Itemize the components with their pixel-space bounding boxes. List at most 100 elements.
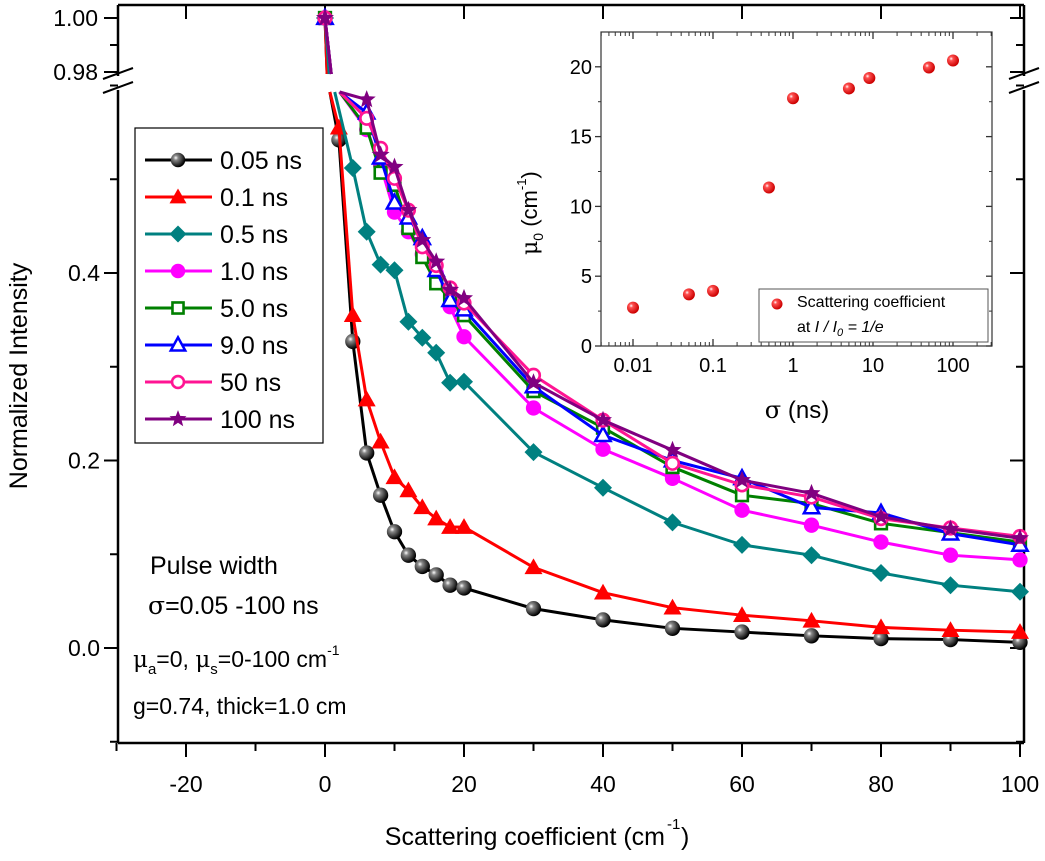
inset-data-point — [863, 71, 876, 84]
series-100-ns — [316, 8, 1029, 546]
inset-y-axis-title: μ0 (cm-1) — [514, 171, 546, 255]
series-line-segment — [365, 399, 383, 443]
series-line-segment — [672, 520, 743, 547]
data-point — [385, 261, 404, 280]
data-point — [427, 252, 446, 270]
data-point — [385, 468, 404, 485]
series-line-segment — [462, 314, 535, 393]
series-line-segment — [351, 341, 369, 454]
inset-legend-marker — [771, 298, 783, 310]
series-line-segment — [741, 613, 812, 623]
series-line-segment — [462, 297, 535, 384]
legend-label: 0.5 ns — [220, 221, 288, 249]
series-line-segment — [532, 381, 604, 422]
inset-y-tick-label: 0 — [581, 336, 592, 358]
axis-break-mark — [1008, 67, 1040, 80]
legend-marker — [169, 410, 187, 427]
data-point — [525, 600, 542, 617]
data-point — [733, 606, 751, 622]
series-line-segment — [532, 565, 604, 595]
x-axis-title: Scattering coefficient (cm — [385, 823, 665, 851]
data-point — [428, 567, 444, 583]
series-line-segment — [741, 630, 812, 638]
data-point — [734, 502, 750, 518]
legend-marker — [170, 263, 186, 279]
legend: 0.05 ns 0.1 ns 0.5 ns 1.0 ns 5.0 ns 9.0 ns 50 … — [134, 127, 324, 444]
data-point — [427, 343, 446, 362]
annotation-pulse-width: Pulse width — [150, 552, 278, 580]
series-line-segment — [365, 99, 383, 156]
data-point — [873, 630, 889, 647]
series-line-segment — [672, 461, 743, 487]
series-line-segment — [393, 166, 410, 211]
series-line-segment — [337, 127, 355, 316]
series-line-segment — [462, 308, 535, 388]
series-line-segment — [880, 515, 951, 531]
data-point — [802, 483, 821, 501]
data-point — [1011, 582, 1029, 601]
inset-x-tick-label: 10 — [862, 355, 884, 377]
data-point — [941, 519, 960, 537]
data-point — [413, 230, 432, 248]
data-point — [359, 445, 375, 461]
inset-points — [627, 54, 959, 314]
series-line-segment — [323, 17, 333, 75]
y-tick-label: 0.4 — [68, 260, 100, 286]
data-point — [663, 598, 682, 615]
data-point — [803, 628, 820, 644]
data-point — [371, 255, 390, 274]
series-line-segment — [533, 607, 604, 622]
data-point — [872, 507, 890, 525]
data-point — [399, 312, 418, 331]
data-point — [343, 159, 362, 177]
series-line-segment — [532, 406, 604, 451]
annotation-sigma-range: σ=0.05 -100 ns — [148, 591, 319, 620]
data-point — [733, 535, 751, 554]
inset-axis-ticks: 0.01 0.1 1 10 100 0 5 10 15 20 — [570, 32, 992, 377]
series-line-segment — [741, 478, 812, 495]
series-line-segment — [811, 523, 882, 544]
legend-marker — [171, 301, 185, 315]
legend-marker — [168, 334, 188, 352]
data-point — [442, 577, 458, 593]
data-point — [456, 329, 472, 345]
series-line-segment — [741, 543, 812, 557]
data-point — [371, 145, 390, 163]
y-axis-title: Normalized Intensity — [5, 262, 33, 489]
axis-break-mark — [102, 81, 134, 94]
data-point — [524, 558, 543, 575]
data-point — [343, 306, 362, 322]
data-point — [441, 373, 460, 392]
legend-label: 0.1 ns — [220, 184, 288, 212]
series-line-segment — [602, 418, 674, 452]
series-line-segment — [351, 314, 369, 400]
x-tick-label: -20 — [169, 771, 202, 797]
inset-y-tick-label: 5 — [581, 266, 592, 288]
legend-marker — [169, 188, 187, 204]
series-line-segment — [811, 619, 882, 629]
series-0-5-ns — [316, 9, 1029, 601]
data-point — [399, 481, 418, 498]
axis-break-mark — [1008, 81, 1040, 94]
data-point — [399, 200, 418, 218]
x-tick-label: 40 — [590, 771, 616, 797]
inset-data-point — [627, 301, 639, 314]
data-point — [801, 496, 822, 515]
data-point — [664, 470, 681, 486]
series-line-segment — [880, 637, 951, 642]
data-point — [384, 191, 405, 210]
data-point — [413, 328, 432, 347]
data-point — [525, 400, 542, 416]
series-line-segment — [333, 91, 355, 169]
annotation-mu-values: μa=0, μs=0-100 cm-1 — [133, 642, 340, 678]
data-point — [594, 410, 612, 428]
inset-data-point — [707, 284, 719, 297]
series-line-segment — [671, 448, 743, 482]
inset-x-axis-title: σ (ns) — [765, 396, 829, 424]
series-line-segment — [462, 335, 535, 410]
series-line-segment — [463, 525, 535, 569]
data-point — [357, 90, 376, 108]
series-line-segment — [671, 476, 743, 512]
data-point — [1012, 552, 1028, 568]
